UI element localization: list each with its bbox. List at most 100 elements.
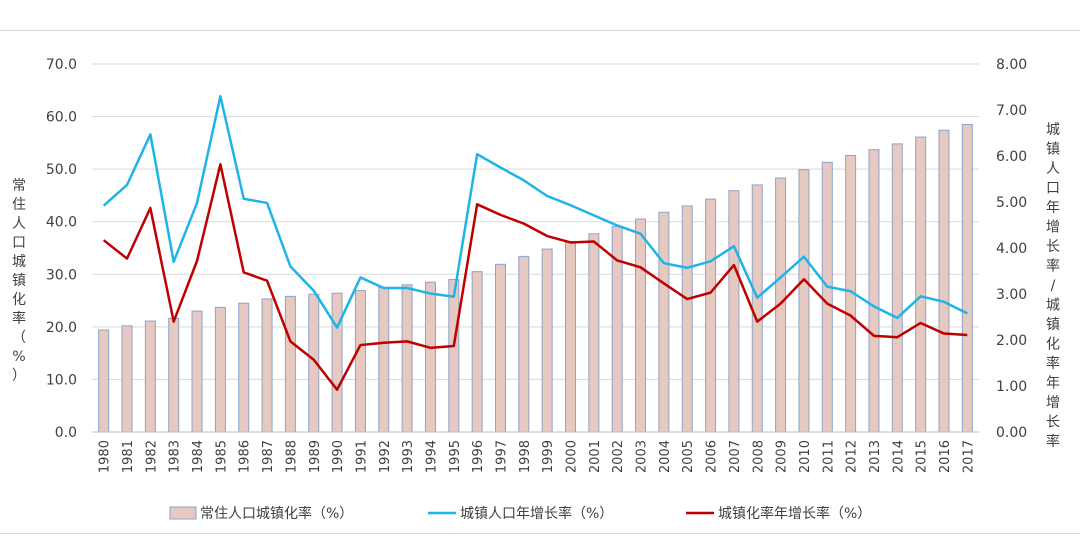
- legend-swatch-bar: [170, 507, 196, 519]
- right-axis-title-char-10: 镇: [1046, 317, 1060, 333]
- right-axis-title-char-16: 率: [1046, 433, 1060, 450]
- bar-1987: [262, 299, 272, 432]
- x-tick-label-2017: 2017: [961, 440, 976, 473]
- x-tick-label-1983: 1983: [168, 440, 183, 473]
- bar-2004: [659, 212, 669, 432]
- x-tick-label-2004: 2004: [658, 440, 673, 473]
- legend-label-line-2: 城镇化率年增长率（%）: [718, 505, 871, 522]
- left-axis-title-char-6: 化: [12, 292, 26, 308]
- bar-1991: [355, 291, 365, 432]
- bar-2001: [589, 234, 599, 432]
- right-tick-label-0: 0.00: [996, 425, 1027, 441]
- x-tick-label-2005: 2005: [681, 440, 696, 473]
- x-tick-label-1996: 1996: [471, 440, 486, 473]
- x-tick-label-1988: 1988: [284, 440, 299, 473]
- right-axis-title-char-9: 城: [1046, 298, 1060, 314]
- right-axis-title-char-0: 城: [1046, 122, 1060, 138]
- x-tick-label-2013: 2013: [868, 440, 883, 473]
- x-tick-label-2015: 2015: [915, 440, 930, 473]
- bar-2015: [916, 137, 926, 432]
- bar-1997: [495, 264, 505, 432]
- x-tick-label-1994: 1994: [424, 440, 439, 473]
- x-tick-label-1993: 1993: [401, 440, 416, 473]
- left-axis-title-char-2: 人: [12, 216, 26, 232]
- x-tick-label-1999: 1999: [541, 440, 556, 473]
- x-tick-label-2006: 2006: [705, 440, 720, 473]
- bar-2000: [566, 242, 576, 432]
- bar-1985: [215, 307, 225, 432]
- bar-1995: [449, 280, 459, 432]
- bar-2011: [822, 162, 832, 432]
- x-tick-label-2010: 2010: [798, 440, 813, 473]
- x-tick-label-1992: 1992: [378, 440, 393, 473]
- bar-1993: [402, 285, 412, 432]
- x-tick-label-2001: 2001: [588, 440, 603, 473]
- x-tick-label-1998: 1998: [518, 440, 533, 473]
- x-tick-label-2011: 2011: [821, 440, 836, 473]
- bar-2003: [636, 219, 646, 432]
- x-tick-label-2016: 2016: [938, 440, 953, 473]
- bar-1998: [519, 256, 529, 432]
- x-tick-label-1986: 1986: [238, 440, 253, 473]
- right-axis-title-char-4: 年: [1046, 200, 1060, 216]
- right-axis-title-char-7: 率: [1046, 258, 1060, 275]
- left-axis-title-char-10: ）: [12, 368, 26, 384]
- left-axis-title-char-7: 率: [12, 310, 26, 327]
- bar-1981: [122, 326, 132, 432]
- right-axis-title-char-1: 镇: [1046, 142, 1060, 158]
- bar-2014: [892, 144, 902, 432]
- right-axis-title-char-6: 长: [1046, 239, 1060, 255]
- bar-2017: [962, 124, 972, 432]
- x-tick-label-1995: 1995: [448, 440, 463, 473]
- left-axis-title-char-0: 常: [12, 178, 26, 194]
- bar-2005: [682, 206, 692, 432]
- x-tick-label-2002: 2002: [611, 440, 626, 473]
- legend-label-line-1: 城镇人口年增长率（%）: [460, 505, 613, 522]
- x-tick-label-2014: 2014: [891, 440, 906, 473]
- left-axis-title-char-1: 住: [12, 197, 26, 213]
- left-tick-label-6: 60.0: [46, 110, 77, 126]
- bar-1988: [285, 296, 295, 432]
- x-tick-label-2012: 2012: [845, 440, 860, 473]
- left-axis-title-char-5: 镇: [12, 273, 26, 289]
- x-tick-label-1982: 1982: [144, 440, 159, 473]
- bar-1983: [169, 318, 179, 432]
- bar-1999: [542, 249, 552, 432]
- right-axis-title-char-8: /: [1051, 278, 1056, 294]
- left-axis-title-char-3: 口: [12, 235, 26, 251]
- right-tick-label-4: 4.00: [996, 241, 1027, 257]
- right-tick-label-3: 3.00: [996, 287, 1027, 303]
- left-tick-label-2: 20.0: [46, 320, 77, 336]
- left-tick-label-4: 40.0: [46, 215, 77, 231]
- x-tick-label-2007: 2007: [728, 440, 743, 473]
- x-tick-label-2008: 2008: [751, 440, 766, 473]
- bar-1992: [379, 287, 389, 432]
- right-axis-title-char-15: 长: [1046, 415, 1060, 431]
- bar-1990: [332, 293, 342, 432]
- bar-2010: [799, 170, 809, 432]
- right-tick-label-7: 7.00: [996, 103, 1027, 119]
- right-tick-label-5: 5.00: [996, 195, 1027, 211]
- series-line-0: [104, 96, 968, 327]
- bar-2016: [939, 130, 949, 432]
- bar-2007: [729, 191, 739, 432]
- x-tick-label-1989: 1989: [308, 440, 323, 473]
- right-tick-label-8: 8.00: [996, 57, 1027, 73]
- bar-1984: [192, 311, 202, 432]
- left-tick-label-5: 50.0: [46, 162, 77, 178]
- bar-1982: [145, 321, 155, 432]
- left-axis-title-char-9: %: [12, 349, 25, 365]
- left-tick-label-7: 70.0: [46, 57, 77, 73]
- right-axis-title-char-5: 增: [1046, 220, 1060, 236]
- left-axis-title-char-8: （: [12, 330, 26, 346]
- bar-1994: [425, 282, 435, 432]
- legend-label-bar: 常住人口城镇化率（%）: [200, 505, 353, 522]
- x-tick-label-1991: 1991: [354, 440, 369, 473]
- right-tick-label-2: 2.00: [996, 333, 1027, 349]
- left-axis-title-char-4: 城: [12, 254, 26, 270]
- bar-1986: [239, 303, 249, 432]
- left-tick-label-0: 0.0: [55, 425, 77, 441]
- x-tick-label-1984: 1984: [191, 440, 206, 473]
- right-axis-title-char-2: 人: [1046, 161, 1060, 177]
